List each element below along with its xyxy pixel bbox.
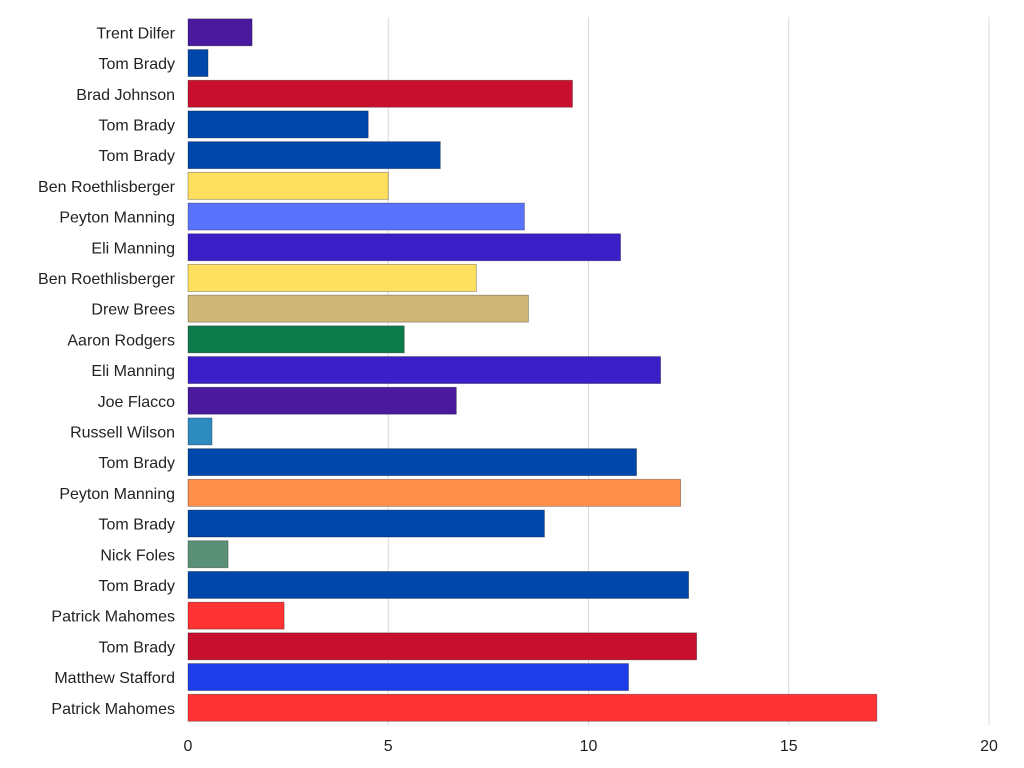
bar bbox=[187, 325, 405, 354]
category-label: Tom Brady bbox=[99, 117, 175, 134]
bar bbox=[187, 693, 878, 722]
category-labels: Trent Dilfer Tom Brady Brad Johnson Tom Bra… bbox=[38, 25, 176, 717]
bar bbox=[187, 632, 698, 661]
bar bbox=[187, 571, 690, 599]
category-label: Tom Brady bbox=[99, 578, 175, 595]
bar bbox=[187, 264, 477, 292]
category-label: Tom Brady bbox=[99, 455, 175, 472]
bar bbox=[187, 448, 637, 477]
category-label: Drew Brees bbox=[91, 302, 175, 319]
bar bbox=[187, 356, 661, 384]
bar bbox=[187, 663, 629, 691]
category-label: Tom Brady bbox=[99, 517, 175, 534]
category-label: Ben Roethlisberger bbox=[38, 179, 176, 196]
category-label: Eli Manning bbox=[91, 240, 175, 257]
category-label: Tom Brady bbox=[99, 56, 175, 73]
category-label: Patrick Mahomes bbox=[51, 609, 175, 626]
x-tick-label: 0 bbox=[184, 738, 193, 755]
category-label: Aaron Rodgers bbox=[67, 332, 175, 349]
bar bbox=[187, 417, 213, 446]
category-label: Joe Flacco bbox=[98, 394, 175, 411]
category-label: Peyton Manning bbox=[59, 486, 175, 503]
category-label: Patrick Mahomes bbox=[51, 701, 175, 718]
category-label: Ben Roethlisberger bbox=[38, 271, 176, 288]
bar bbox=[187, 202, 525, 231]
x-tick-label: 20 bbox=[980, 738, 998, 755]
bar bbox=[187, 79, 573, 108]
category-label: Brad Johnson bbox=[76, 87, 175, 104]
bar bbox=[187, 171, 389, 200]
category-label: Peyton Manning bbox=[59, 210, 175, 227]
bar bbox=[187, 601, 285, 630]
category-label: Tom Brady bbox=[99, 639, 175, 656]
category-label: Eli Manning bbox=[91, 363, 175, 380]
x-tick-label: 15 bbox=[780, 738, 798, 755]
bar bbox=[187, 49, 209, 77]
category-label: Nick Foles bbox=[100, 547, 175, 564]
x-tick-label: 10 bbox=[580, 738, 598, 755]
bar bbox=[187, 478, 682, 507]
bar bbox=[187, 509, 545, 538]
x-axis-tick-labels: 0 5 10 15 20 bbox=[184, 738, 998, 755]
bar bbox=[187, 110, 369, 139]
category-label: Russell Wilson bbox=[70, 424, 175, 441]
bar bbox=[187, 141, 441, 170]
bar bbox=[187, 233, 621, 262]
bar bbox=[187, 540, 229, 569]
bar bbox=[187, 18, 253, 47]
bar bbox=[187, 294, 529, 323]
category-label: Trent Dilfer bbox=[96, 25, 175, 42]
bars bbox=[187, 18, 878, 722]
category-label: Tom Brady bbox=[99, 148, 175, 165]
x-tick-label: 5 bbox=[384, 738, 393, 755]
bar bbox=[187, 386, 457, 415]
category-label: Matthew Stafford bbox=[54, 670, 175, 687]
